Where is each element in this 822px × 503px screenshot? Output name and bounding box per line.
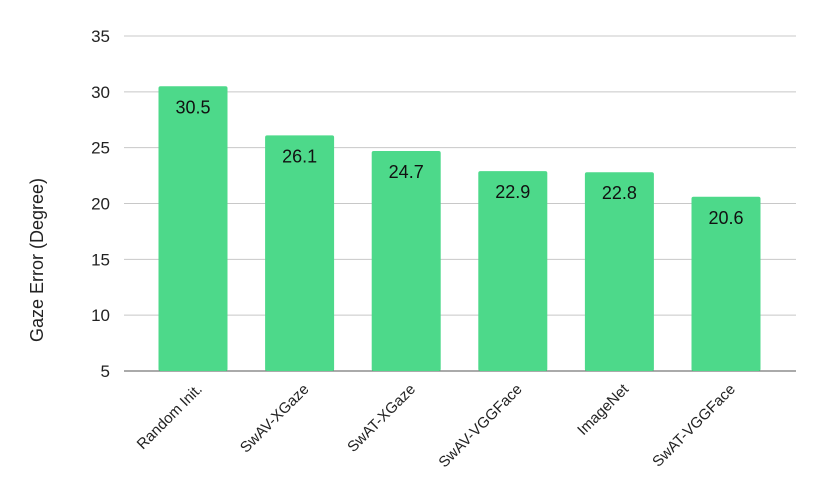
y-tick-label: 25 bbox=[91, 139, 110, 158]
y-axis-ticks: 5 10 15 20 25 30 35 bbox=[91, 27, 110, 381]
x-tick-label: ImageNet bbox=[574, 380, 633, 439]
bar bbox=[371, 151, 441, 371]
x-axis-category-labels: Random Init. SwAV-XGaze SwAT-XGaze SwAV-VGG… bbox=[134, 380, 739, 471]
bar-value-label: 24.7 bbox=[389, 162, 424, 182]
x-tick-label: Random Init. bbox=[134, 381, 206, 453]
y-tick-label: 15 bbox=[91, 250, 110, 269]
bar-value-label: 22.9 bbox=[495, 182, 530, 202]
x-tick-label: SwAV-XGaze bbox=[237, 381, 312, 456]
y-tick-label: 30 bbox=[91, 83, 110, 102]
bar-value-label: 20.6 bbox=[708, 208, 743, 228]
bar-value-label: 30.5 bbox=[175, 97, 210, 117]
bar-value-label: 26.1 bbox=[282, 146, 317, 166]
x-tick-label: SwAV-VGGFace bbox=[435, 381, 525, 471]
gridlines bbox=[124, 35, 796, 372]
bar bbox=[584, 172, 654, 371]
y-tick-label: 10 bbox=[91, 306, 110, 325]
x-tick-label: SwAT-XGaze bbox=[344, 381, 419, 456]
y-axis-title: Gaze Error (Degree) bbox=[27, 178, 47, 342]
bar-value-labels: 30.5 26.1 24.7 22.9 22.8 20.6 bbox=[175, 97, 743, 228]
bar bbox=[691, 196, 761, 371]
bar bbox=[265, 135, 335, 371]
y-tick-label: 5 bbox=[101, 362, 110, 381]
y-tick-label: 35 bbox=[91, 27, 110, 46]
bar bbox=[158, 86, 228, 371]
bars bbox=[158, 86, 761, 371]
bar bbox=[478, 171, 548, 371]
x-tick-label: SwAT-VGGFace bbox=[649, 381, 739, 471]
bar-value-label: 22.8 bbox=[602, 183, 637, 203]
y-tick-label: 20 bbox=[91, 195, 110, 214]
